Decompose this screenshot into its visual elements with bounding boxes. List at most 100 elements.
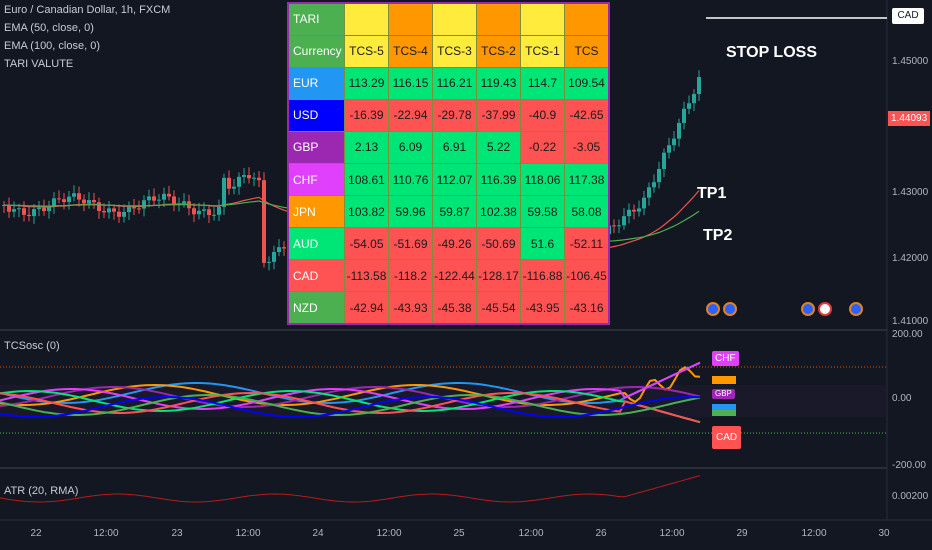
tari-cell: -22.94 bbox=[388, 98, 433, 132]
current-price-badge[interactable]: 1.44093 bbox=[888, 111, 931, 126]
event-circle-icon-1[interactable] bbox=[706, 302, 720, 316]
time-axis-label[interactable]: 22 bbox=[30, 528, 42, 539]
candle bbox=[682, 108, 686, 123]
tari-row: USD -16.39 -22.94 -29.78 -37.99 -40.9 -42.65 bbox=[287, 98, 610, 132]
atr-label[interactable]: 0.00200 bbox=[892, 491, 929, 502]
tari-cell: 119.43 bbox=[476, 66, 521, 100]
tari-cell: 112.07 bbox=[432, 162, 477, 197]
time-axis-label[interactable]: 12:00 bbox=[235, 528, 261, 539]
tari-row-currency: EUR bbox=[287, 66, 345, 100]
candle bbox=[267, 261, 271, 263]
candle bbox=[42, 207, 46, 212]
event-flag-icon[interactable] bbox=[818, 302, 832, 316]
osc-label-top[interactable]: 200.00 bbox=[892, 329, 923, 340]
time-axis-label[interactable]: 30 bbox=[878, 528, 890, 539]
time-axis-label[interactable]: 29 bbox=[736, 528, 748, 539]
candle bbox=[612, 225, 616, 227]
price-label-4[interactable]: 1.41000 bbox=[892, 316, 929, 327]
tari-cell: -51.69 bbox=[388, 227, 433, 261]
tari-cell: -52.11 bbox=[564, 227, 610, 261]
osc-line bbox=[0, 393, 701, 416]
top-cad-badge[interactable]: CAD bbox=[892, 8, 924, 24]
candle bbox=[107, 208, 111, 213]
price-label-2[interactable]: 1.43000 bbox=[892, 187, 929, 198]
candle bbox=[217, 206, 221, 215]
tari-cell: 117.38 bbox=[564, 162, 610, 197]
tari-row-currency: AUD bbox=[287, 227, 345, 261]
tari-cell: -49.26 bbox=[432, 227, 477, 261]
time-axis-label[interactable]: 12:00 bbox=[801, 528, 827, 539]
legend-symbol[interactable]: Euro / Canadian Dollar, 1h, FXCM bbox=[4, 4, 171, 16]
candle bbox=[142, 200, 146, 209]
tari-cell: 59.58 bbox=[520, 195, 565, 229]
tari-table: TARI Currency TCS-5 TCS-4 TCS-3 TCS-2 TCS-1 TCS… bbox=[287, 2, 610, 325]
candle bbox=[37, 207, 41, 210]
tari-title-fill-4 bbox=[520, 2, 565, 36]
time-axis-label[interactable]: 25 bbox=[453, 528, 465, 539]
candle bbox=[12, 209, 16, 212]
tari-row: NZD -42.94 -43.93 -45.38 -45.54 -43.95 -43.16 bbox=[287, 291, 610, 325]
time-axis-label[interactable]: 12:00 bbox=[518, 528, 544, 539]
candle bbox=[117, 211, 121, 217]
legend-atr[interactable]: ATR (20, RMA) bbox=[4, 485, 79, 497]
candle bbox=[262, 180, 266, 263]
tari-cell: 118.06 bbox=[520, 162, 565, 197]
legend-tcsosc[interactable]: TCSosc (0) bbox=[4, 340, 60, 352]
event-circle-icon-4[interactable] bbox=[849, 302, 863, 316]
tari-cell: -45.54 bbox=[476, 291, 521, 325]
legend-ema50[interactable]: EMA (50, close, 0) bbox=[4, 22, 94, 34]
price-label-1[interactable]: 1.45000 bbox=[892, 56, 929, 67]
tari-cell: 5.22 bbox=[476, 130, 521, 164]
candle bbox=[232, 186, 236, 189]
candle bbox=[197, 210, 201, 215]
tari-cell: 114.7 bbox=[520, 66, 565, 100]
osc-badge-cad[interactable]: CAD bbox=[712, 426, 742, 449]
osc-label-bottom[interactable]: -200.00 bbox=[892, 460, 926, 471]
price-label-3[interactable]: 1.42000 bbox=[892, 253, 929, 264]
candle bbox=[52, 198, 56, 207]
candle bbox=[237, 176, 241, 187]
time-axis-label[interactable]: 24 bbox=[312, 528, 324, 539]
tari-row-currency: GBP bbox=[287, 130, 345, 164]
candle bbox=[172, 196, 176, 204]
candle bbox=[47, 206, 51, 212]
tari-row: JPN 103.82 59.96 59.87 102.38 59.58 58.08 bbox=[287, 195, 610, 229]
osc-badge-chf[interactable]: CHF bbox=[712, 351, 739, 366]
candle bbox=[167, 193, 171, 197]
time-axis-label[interactable]: 12:00 bbox=[659, 528, 685, 539]
legend-tari[interactable]: TARI VALUTE bbox=[4, 58, 74, 70]
tari-cell: -0.22 bbox=[520, 130, 565, 164]
tari-cell: 102.38 bbox=[476, 195, 521, 229]
time-axis-label[interactable]: 23 bbox=[171, 528, 183, 539]
tari-row-currency: CAD bbox=[287, 259, 345, 293]
tari-cell: -122.44 bbox=[432, 259, 477, 293]
tari-title-fill-3 bbox=[476, 2, 521, 36]
candle bbox=[692, 94, 696, 104]
tari-cell: -45.38 bbox=[432, 291, 477, 325]
osc-badge-gbp[interactable]: GBP bbox=[712, 389, 735, 399]
candle bbox=[72, 193, 76, 197]
candle bbox=[257, 177, 261, 181]
candle bbox=[22, 208, 26, 215]
time-axis-label[interactable]: 26 bbox=[595, 528, 607, 539]
osc-badge-orange[interactable] bbox=[712, 376, 736, 384]
candle bbox=[697, 77, 701, 95]
candle bbox=[182, 201, 186, 204]
tari-row-currency: NZD bbox=[287, 291, 345, 325]
osc-line bbox=[0, 395, 701, 419]
candle bbox=[212, 214, 216, 216]
candle bbox=[282, 247, 286, 249]
osc-badge-blue[interactable] bbox=[712, 404, 736, 410]
event-circle-icon-3[interactable] bbox=[801, 302, 815, 316]
candle bbox=[92, 200, 96, 203]
osc-label-zero[interactable]: 0.00 bbox=[892, 393, 912, 404]
legend-ema100[interactable]: EMA (100, close, 0) bbox=[4, 40, 100, 52]
candle bbox=[667, 145, 671, 153]
candle bbox=[227, 177, 231, 189]
event-circle-icon-2[interactable] bbox=[723, 302, 737, 316]
time-axis-label[interactable]: 12:00 bbox=[93, 528, 119, 539]
tari-cell: 103.82 bbox=[344, 195, 389, 229]
osc-badge-green[interactable] bbox=[712, 410, 736, 416]
tari-cell: -54.05 bbox=[344, 227, 389, 261]
time-axis-label[interactable]: 12:00 bbox=[376, 528, 402, 539]
